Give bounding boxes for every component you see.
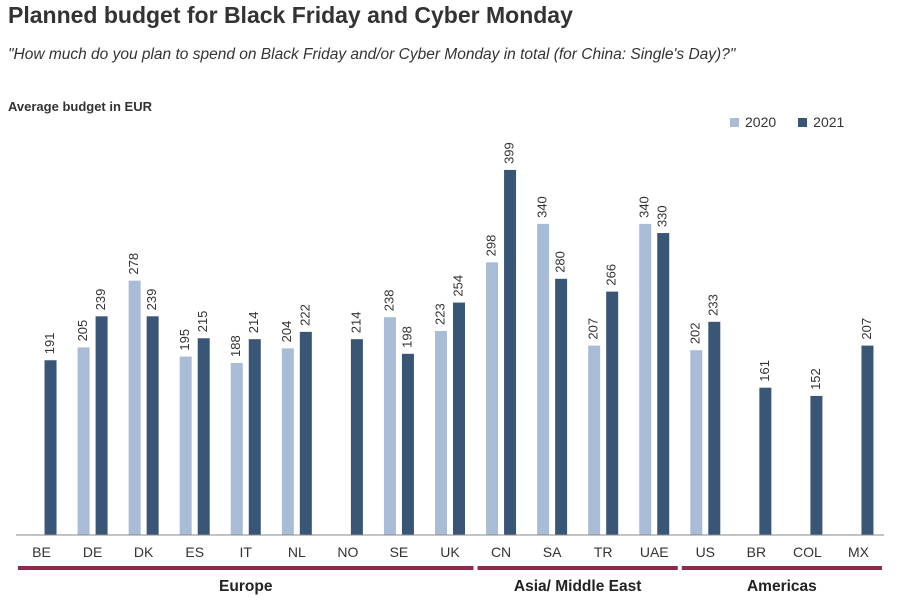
data-label-SE-2020: 238 — [381, 290, 396, 312]
data-label-SA-2020: 340 — [535, 196, 550, 218]
group-label-americas: Americas — [747, 578, 817, 595]
data-label-DK-2020: 278 — [126, 253, 141, 275]
data-label-DE-2020: 205 — [75, 320, 90, 342]
legend-item-2020: 2020 — [730, 114, 776, 130]
data-label-UAE-2020: 340 — [637, 196, 652, 218]
bar-ES-2020 — [179, 356, 192, 535]
group-label-europe: Europe — [219, 578, 273, 595]
bar-DE-2021 — [95, 316, 108, 535]
data-label-DE-2021: 239 — [93, 289, 108, 311]
bar-COL-2021 — [810, 395, 823, 535]
x-tick-label-NO: NO — [337, 544, 358, 560]
group-label-asia-middle-east: Asia/ Middle East — [514, 578, 641, 595]
data-label-DK-2021: 239 — [144, 289, 159, 311]
bar-SE-2020 — [383, 317, 396, 535]
data-label-US-2020: 202 — [688, 322, 703, 344]
data-label-UAE-2021: 330 — [655, 205, 670, 227]
data-label-COL-2021: 152 — [808, 368, 823, 390]
x-tick-label-BE: BE — [32, 544, 51, 560]
x-tick-label-CN: CN — [491, 544, 511, 560]
x-tick-label-BR: BR — [747, 544, 766, 560]
data-label-US-2021: 233 — [706, 294, 721, 316]
data-label-NL-2021: 222 — [297, 304, 312, 326]
legend-swatch-2020 — [730, 117, 739, 127]
chart-subtitle: "How much do you plan to spend on Black … — [8, 46, 736, 63]
data-label-BE-2021: 191 — [42, 333, 57, 355]
x-tick-label-IT: IT — [240, 544, 253, 560]
bar-CN-2021 — [504, 169, 517, 536]
bar-BE-2021 — [44, 360, 57, 535]
bar-SE-2021 — [401, 353, 414, 535]
bar-SA-2020 — [537, 223, 550, 535]
x-tick-label-UAE: UAE — [640, 544, 669, 560]
data-label-MX-2021: 207 — [859, 318, 874, 340]
data-label-NO-2021: 214 — [348, 311, 363, 333]
data-label-CN-2021: 399 — [501, 142, 516, 164]
x-tick-label-DK: DK — [134, 544, 154, 560]
data-label-CN-2020: 298 — [483, 235, 498, 257]
x-tick-label-SE: SE — [390, 544, 409, 560]
x-tick-label-TR: TR — [594, 544, 613, 560]
data-label-ES-2021: 215 — [195, 311, 210, 333]
legend-label-2020: 2020 — [745, 114, 777, 130]
bar-US-2020 — [690, 350, 703, 535]
bar-UK-2020 — [435, 330, 447, 535]
data-label-TR-2020: 207 — [586, 318, 601, 340]
data-label-TR-2021: 266 — [604, 264, 619, 286]
bar-DK-2021 — [146, 316, 159, 535]
data-label-SA-2021: 280 — [553, 251, 568, 273]
x-tick-label-DE: DE — [83, 544, 102, 560]
bar-DK-2020 — [128, 280, 141, 535]
bar-UAE-2021 — [657, 233, 670, 536]
chart-title: Planned budget for Black Friday and Cybe… — [8, 2, 573, 28]
bar-IT-2021 — [248, 339, 261, 535]
bar-CN-2020 — [486, 262, 499, 535]
data-label-ES-2020: 195 — [177, 329, 192, 351]
bar-ES-2021 — [197, 338, 210, 535]
y-axis-label: Average budget in EUR — [8, 99, 152, 114]
x-tick-label-NL: NL — [288, 544, 306, 560]
x-tick-label-MX: MX — [848, 544, 870, 560]
data-label-BR-2021: 161 — [757, 360, 772, 382]
bar-DE-2020 — [77, 347, 90, 535]
bar-NL-2020 — [281, 348, 294, 535]
x-tick-label-US: US — [696, 544, 715, 560]
data-label-NL-2020: 204 — [279, 321, 294, 343]
bar-NO-2021 — [350, 339, 363, 535]
bar-TR-2020 — [588, 345, 601, 535]
x-tick-label-SA: SA — [543, 544, 562, 560]
data-label-UK-2021: 254 — [450, 275, 465, 297]
bar-SA-2021 — [555, 278, 568, 535]
x-tick-label-ES: ES — [185, 544, 204, 560]
bar-US-2021 — [708, 321, 721, 535]
data-label-SE-2021: 198 — [399, 326, 414, 348]
bar-NL-2021 — [299, 331, 312, 535]
bar-BR-2021 — [759, 387, 772, 535]
legend-label-2021: 2021 — [813, 114, 845, 130]
legend: 2020 2021 — [730, 114, 844, 130]
bar-MX-2021 — [861, 345, 874, 535]
x-tick-label-COL: COL — [793, 544, 822, 560]
legend-swatch-2021 — [798, 117, 808, 127]
data-label-UK-2020: 223 — [432, 303, 447, 325]
legend-item-2021: 2021 — [798, 114, 844, 130]
data-label-IT-2021: 214 — [246, 311, 261, 333]
x-tick-label-UK: UK — [440, 544, 460, 560]
bar-IT-2020 — [230, 362, 243, 535]
bar-UAE-2020 — [639, 223, 652, 535]
bar-TR-2021 — [606, 291, 619, 535]
data-label-IT-2020: 188 — [228, 335, 243, 357]
bar-UK-2021 — [453, 302, 465, 535]
